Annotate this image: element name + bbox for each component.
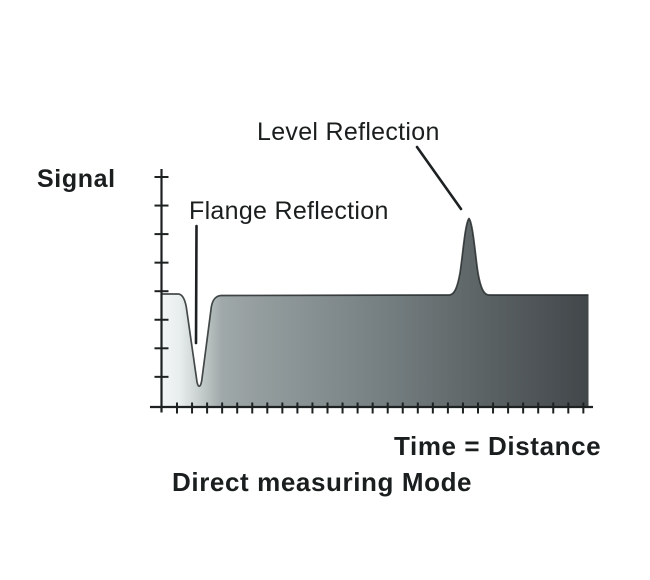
x-axis-ticks xyxy=(176,402,585,414)
signal-curve xyxy=(162,217,589,388)
level-pointer-line xyxy=(415,145,463,211)
x-axis-label: Time = Distance xyxy=(394,431,602,461)
signal-area xyxy=(162,218,589,407)
flange-pointer-line xyxy=(194,224,198,345)
y-axis-label: Signal xyxy=(37,165,116,193)
annotation-flange-reflection: Flange Reflection xyxy=(189,197,389,225)
y-axis-ticks xyxy=(154,176,169,378)
figure-caption: Direct measuring Mode xyxy=(172,467,473,497)
annotation-level-reflection: Level Reflection xyxy=(257,118,440,146)
